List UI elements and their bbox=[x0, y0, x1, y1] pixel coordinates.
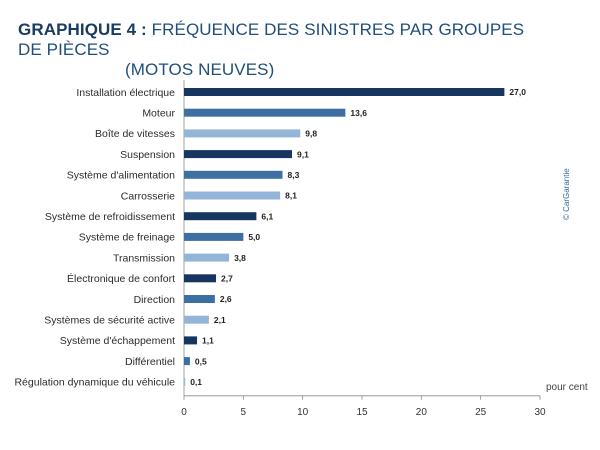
value-label: 8,1 bbox=[285, 191, 297, 201]
source-note: © CarGarantie bbox=[562, 168, 571, 220]
category-label: Boîte de vitesses bbox=[95, 128, 175, 140]
x-tick-label: 5 bbox=[241, 407, 247, 418]
x-tick-label: 0 bbox=[181, 407, 187, 418]
title-prefix: GRAPHIQUE 4 : bbox=[18, 20, 147, 39]
category-label: Système d'alimentation bbox=[67, 170, 175, 182]
bar bbox=[184, 88, 505, 96]
x-axis-unit-label: pour cent bbox=[546, 382, 588, 393]
value-label: 6,1 bbox=[261, 211, 273, 221]
x-tick-label: 10 bbox=[297, 407, 309, 418]
category-label: Système de refroidissement bbox=[45, 211, 175, 223]
category-label: Carrosserie bbox=[121, 190, 175, 202]
category-label: Transmission bbox=[113, 252, 175, 264]
category-label: Installation électrique bbox=[76, 87, 175, 99]
bar bbox=[184, 108, 346, 117]
bar bbox=[184, 274, 217, 283]
bar bbox=[184, 150, 292, 159]
bar bbox=[184, 170, 283, 179]
value-label: 8,3 bbox=[287, 170, 299, 180]
category-label: Système de freinage bbox=[79, 232, 175, 244]
value-label: 0,1 bbox=[190, 377, 202, 387]
value-label: 9,8 bbox=[305, 129, 317, 139]
bar bbox=[184, 336, 198, 345]
category-label: Système d'échappement bbox=[60, 335, 175, 347]
value-label: 1,1 bbox=[202, 336, 214, 346]
value-label: 5,0 bbox=[248, 232, 260, 242]
value-label: 3,8 bbox=[234, 253, 246, 263]
bar bbox=[184, 232, 244, 241]
bar bbox=[184, 377, 186, 386]
value-label: 13,6 bbox=[350, 108, 367, 118]
value-label: 27,0 bbox=[509, 87, 526, 97]
value-label: 9,1 bbox=[297, 149, 309, 159]
x-tick-label: 15 bbox=[356, 407, 368, 418]
bar bbox=[184, 253, 230, 262]
x-tick-label: 25 bbox=[475, 407, 487, 418]
bar bbox=[184, 212, 257, 221]
x-tick-label: 20 bbox=[416, 407, 428, 418]
value-label: 2,6 bbox=[220, 294, 232, 304]
category-label: Différentiel bbox=[125, 356, 175, 368]
value-label: 2,1 bbox=[214, 315, 226, 325]
bar bbox=[184, 357, 190, 366]
category-label: Suspension bbox=[120, 149, 175, 161]
value-label: 2,7 bbox=[221, 274, 233, 284]
category-label: Moteur bbox=[142, 108, 175, 120]
category-label: Électronique de confort bbox=[67, 272, 175, 285]
bar bbox=[184, 295, 215, 303]
title-main: FRÉQUENCE DES SINISTRES PAR GROUPES DE P… bbox=[18, 20, 525, 59]
bar bbox=[184, 191, 281, 200]
bar bbox=[184, 129, 301, 138]
chart-title: GRAPHIQUE 4 : FRÉQUENCE DES SINISTRES PA… bbox=[18, 20, 538, 80]
category-label: Systèmes de sécurité active bbox=[44, 315, 175, 327]
category-label: Régulation dynamique du véhicule bbox=[14, 377, 175, 389]
category-label: Direction bbox=[134, 294, 176, 306]
x-tick-label: 30 bbox=[534, 407, 546, 418]
bar bbox=[184, 315, 209, 324]
value-label: 0,5 bbox=[195, 356, 207, 366]
title-sub: (MOTOS NEUVES) bbox=[125, 60, 275, 79]
